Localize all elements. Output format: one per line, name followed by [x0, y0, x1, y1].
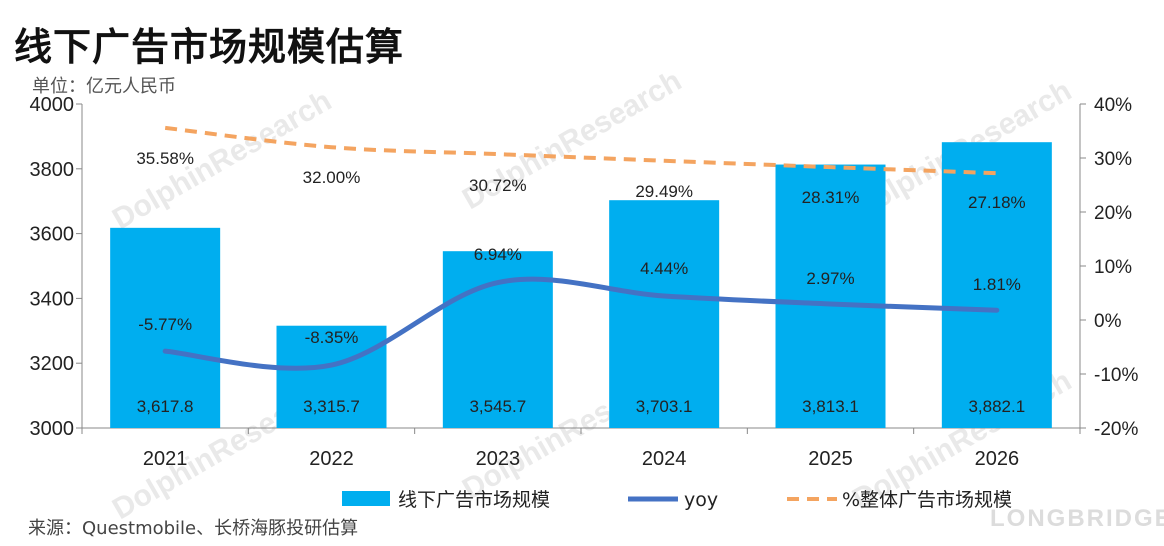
left-tick-label: 4000 — [30, 94, 75, 116]
share-value-label: 30.72% — [469, 176, 527, 195]
left-tick-label: 3000 — [30, 418, 75, 440]
left-tick-label: 3400 — [30, 288, 75, 310]
bar — [110, 227, 221, 428]
bar-value-label: 3,882.1 — [968, 397, 1025, 416]
x-tick-label: 2026 — [975, 448, 1020, 470]
legend-label-bar: 线下广告市场规模 — [398, 489, 550, 511]
bar-value-label: 3,617.8 — [137, 397, 194, 416]
unit-label: 单位：亿元人民币 — [32, 76, 176, 97]
share-line — [164, 125, 997, 176]
right-tick-label: -20% — [1094, 419, 1138, 440]
x-tick-label: 2024 — [642, 448, 687, 470]
right-tick-label: 0% — [1094, 311, 1122, 332]
source-note: 来源：Questmobile、长桥海豚投研估算 — [28, 518, 359, 539]
legend: 线下广告市场规模 yoy %整体广告市场规模 — [342, 489, 1012, 511]
x-tick-label: 2022 — [309, 448, 354, 470]
yoy-value-label: 2.97% — [806, 269, 854, 288]
yoy-value-label: 1.81% — [973, 275, 1021, 294]
yoy-value-label: -5.77% — [138, 315, 192, 334]
bar-value-label: 3,315.7 — [303, 397, 360, 416]
yoy-value-label: 4.44% — [640, 259, 688, 278]
right-tick-label: 10% — [1094, 257, 1132, 278]
legend-swatch-bar — [342, 491, 390, 506]
yoy-value-label: 6.94% — [474, 245, 522, 264]
x-tick-label: 2021 — [143, 448, 188, 470]
right-tick-label: 30% — [1094, 149, 1132, 170]
bar-value-label: 3,545.7 — [469, 397, 526, 416]
bar — [276, 325, 387, 428]
brand-logo: LONGBRIDGE — [990, 505, 1164, 532]
chart-title: 线下广告市场规模估算 — [14, 25, 405, 69]
x-tick-label: 2023 — [476, 448, 521, 470]
data-labels: 3,617.8 3,315.7 3,545.7 3,703.1 3,813.1 3,882… — [136, 149, 1025, 416]
right-tick-label: 40% — [1094, 95, 1132, 116]
bar — [609, 200, 720, 428]
share-value-label: 28.31% — [802, 188, 860, 207]
share-value-label: 32.00% — [303, 168, 361, 187]
x-tick-label: 2025 — [808, 448, 853, 470]
bar — [775, 164, 886, 428]
yoy-line — [162, 276, 1000, 371]
watermark-group: DolphinResearch DolphinResearchDolphinRes… — [107, 64, 1077, 526]
bar — [941, 142, 1052, 429]
bars — [110, 142, 1052, 429]
share-value-label: 29.49% — [635, 182, 693, 201]
right-tick-label: -10% — [1094, 365, 1138, 386]
lines — [162, 125, 1000, 371]
bar-value-label: 3,813.1 — [802, 397, 859, 416]
share-value-label: 35.58% — [136, 149, 194, 168]
yoy-value-label: -8.35% — [305, 328, 359, 347]
legend-label-share: %整体广告市场规模 — [842, 489, 1012, 511]
share-value-label: 27.18% — [968, 193, 1026, 212]
legend-label-yoy: yoy — [684, 489, 718, 511]
bar-value-label: 3,703.1 — [636, 397, 693, 416]
right-tick-label: 20% — [1094, 203, 1132, 224]
left-tick-label: 3800 — [30, 159, 75, 181]
left-tick-label: 3600 — [30, 224, 75, 246]
left-tick-label: 3200 — [30, 353, 75, 375]
axes: 3000 3200 3400 3600 3800 4000 -20% -10% 0% 10% 20%… — [30, 94, 1139, 470]
